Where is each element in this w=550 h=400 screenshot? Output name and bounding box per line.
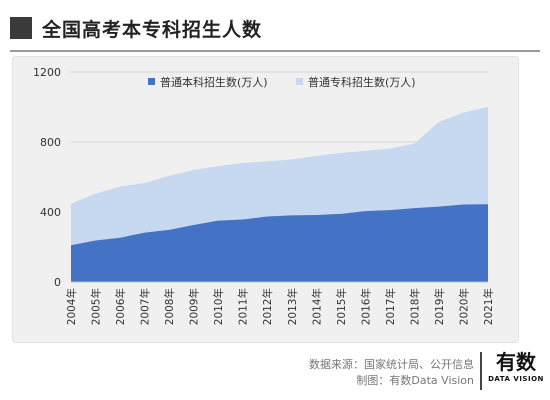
x-tick-label: 2020年 [457, 288, 470, 325]
title-divider [10, 50, 540, 52]
y-tick-label: 800 [40, 136, 61, 149]
x-tick-label: 2012年 [261, 288, 274, 325]
legend-label: 普通本科招生数(万人) [160, 75, 268, 89]
y-tick-label: 400 [40, 206, 61, 219]
chart-area: 0 400 800 1200 2004年 2005年 2006年 2007年 2008年 2009… [12, 56, 519, 343]
x-tick-label: 2008年 [163, 288, 176, 325]
header: 全国高考本专科招生人数 [10, 8, 262, 48]
title-accent-bar [10, 17, 32, 39]
brand-divider [480, 352, 482, 390]
legend-swatch [296, 78, 303, 85]
y-tick-label: 1200 [33, 66, 61, 79]
brand-name: 有数 [496, 350, 536, 374]
x-tick-label: 2009年 [188, 288, 201, 325]
x-tick-label: 2004年 [65, 288, 78, 325]
x-tick-label: 2019年 [433, 288, 446, 325]
area-chart: 0 400 800 1200 2004年 2005年 2006年 2007年 2008年 2009… [33, 66, 495, 325]
x-tick-label: 2017年 [384, 288, 397, 325]
legend-swatch [148, 78, 155, 85]
x-tick-label: 2016年 [359, 288, 372, 325]
source-text: 数据来源：国家统计局、公开信息 [309, 358, 474, 371]
x-tick-label: 2010年 [212, 288, 225, 325]
x-tick-label: 2007年 [139, 288, 152, 325]
chart-title: 全国高考本专科招生人数 [42, 18, 263, 41]
legend-label: 普通专科招生数(万人) [308, 75, 416, 89]
x-tick-label: 2005年 [90, 288, 103, 325]
x-tick-label: 2021年 [482, 288, 495, 325]
brand-tagline: DATA VISION [488, 375, 544, 383]
series-area-2 [71, 204, 488, 282]
x-tick-label: 2014年 [310, 288, 323, 325]
x-tick-label: 2013年 [286, 288, 299, 325]
brand-logo: 有数 DATA VISION [486, 350, 546, 384]
x-tick-label: 2015年 [335, 288, 348, 325]
x-tick-label: 2018年 [408, 288, 421, 325]
y-tick-label: 0 [54, 276, 61, 289]
credit-text: 制图：有数Data Vision [356, 374, 474, 387]
x-tick-label: 2011年 [237, 288, 250, 325]
x-tick-label: 2006年 [114, 288, 127, 325]
source-block: 数据来源：国家统计局、公开信息 制图：有数Data Vision [309, 357, 474, 389]
